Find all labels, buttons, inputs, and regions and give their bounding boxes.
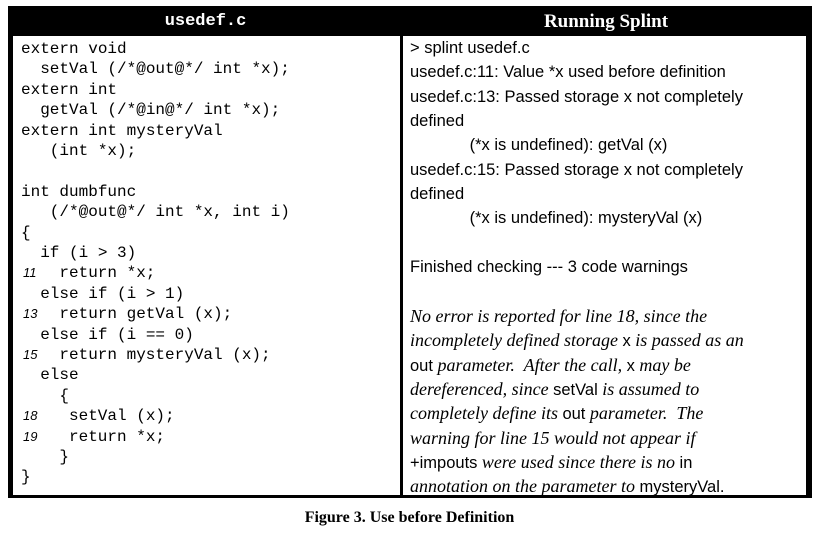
code-term: .: [719, 478, 725, 497]
line-number: 18: [23, 408, 38, 424]
note-text: completely define its: [410, 403, 563, 424]
output-line: Finished checking --- 3 code warnings: [410, 257, 688, 276]
code-line: (int *x);: [21, 142, 137, 160]
note-text: annotation on the parameter to: [410, 476, 640, 497]
code-line: (/*@out@*/ int *x, int i): [21, 203, 290, 222]
code-pane: extern void setVal (/*@out@*/ int *x); ex…: [13, 36, 400, 495]
note-line: annotation on the parameter to mysteryVa…: [410, 474, 724, 499]
code-line: extern int mysteryVal: [21, 121, 223, 140]
output-line: usedef.c:15: Passed storage x not comple…: [410, 160, 743, 179]
note-text: warning for line 15 would not appear if: [410, 427, 696, 448]
code-term: x: [622, 332, 631, 351]
note-line: No error is reported for line 18, since …: [410, 304, 707, 329]
output-line: usedef.c:13: Passed storage x not comple…: [410, 87, 743, 106]
code-line: {: [21, 386, 70, 405]
code-line: setVal (x);: [69, 407, 175, 426]
note-line: out parameter. After the call, x may be: [410, 353, 691, 378]
line-number: 13: [23, 306, 38, 322]
code-term: +impouts: [410, 453, 478, 472]
output-line: > splint usedef.c: [410, 39, 530, 57]
code-term: mysteryVal: [639, 478, 720, 497]
note-line: incompletely defined storage x is passed…: [410, 328, 744, 353]
line-number: 19: [23, 428, 38, 444]
note-line: completely define its out parameter. The: [410, 401, 703, 426]
output-pane: > splint usedef.c usedef.c:11: Value *x u…: [403, 36, 806, 496]
code-line: extern int: [21, 80, 118, 99]
line-number: 15: [23, 347, 38, 362]
code-line: }: [21, 468, 31, 487]
code-line: return *x;: [59, 264, 156, 283]
code-line: extern void: [21, 40, 127, 58]
code-line: return getVal (x);: [59, 305, 233, 324]
note-text: were used since there is no: [477, 451, 680, 472]
left-header: usedef.c: [164, 12, 247, 31]
code-line: getVal (/*@in@*/ int *x);: [21, 101, 281, 120]
code-term: setVal: [553, 380, 598, 399]
code-line: {: [21, 223, 31, 242]
note-line: dereferenced, since setVal is assumed to: [410, 377, 699, 402]
note-line: +impouts were used since there is no in: [410, 450, 692, 475]
code-line: return mysteryVal (x);: [59, 346, 271, 364]
note-text: parameter. After the call,: [432, 354, 627, 375]
figure-table: usedef.c Running Splint extern void setV…: [8, 6, 812, 498]
output-line: usedef.c:11: Value *x used before defini…: [410, 63, 726, 82]
figure-caption: Figure 3. Use before Definition: [304, 509, 515, 526]
code-term: in: [679, 453, 693, 472]
note-text: No error is reported for line 18, since …: [410, 306, 708, 326]
code-line: }: [21, 448, 70, 466]
code-line: else: [21, 366, 79, 385]
note-text: may be: [634, 354, 691, 375]
code-line: if (i > 3): [21, 244, 137, 262]
code-term: out: [410, 356, 433, 375]
code-line: else if (i > 1): [21, 284, 185, 303]
code-line: else if (i == 0): [21, 325, 194, 344]
code-line: int dumbfunc: [21, 182, 137, 201]
note-text: incompletely defined storage: [410, 330, 623, 351]
note-text: parameter. The: [585, 403, 704, 424]
output-line: (*x is undefined): mysteryVal (x): [410, 209, 703, 228]
output-line: (*x is undefined): getVal (x): [410, 136, 668, 155]
note-text: is passed as an: [630, 330, 744, 351]
code-term: out: [562, 405, 586, 424]
line-number: 11: [23, 265, 37, 281]
note-text: dereferenced, since: [410, 378, 554, 399]
right-header: Running Splint: [543, 11, 669, 32]
note-text: is assumed to: [597, 378, 700, 399]
output-line: defined: [410, 111, 465, 130]
code-term: x: [626, 356, 635, 375]
output-line: defined: [410, 184, 465, 203]
note-line: warning for line 15 would not appear if: [410, 426, 696, 451]
code-line: return *x;: [69, 427, 166, 446]
code-line: setVal (/*@out@*/ int *x);: [21, 60, 290, 79]
